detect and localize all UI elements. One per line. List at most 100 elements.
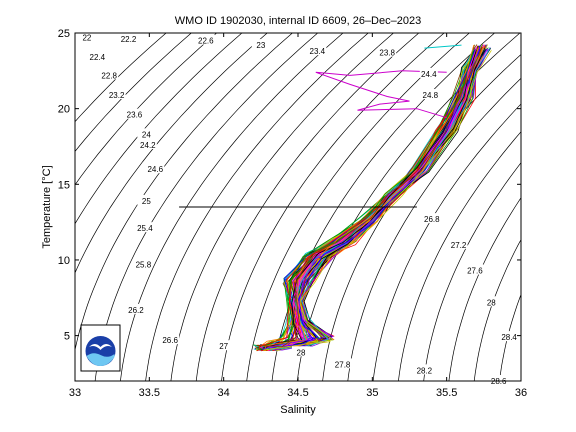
isopycnal-label-bg bbox=[100, 69, 119, 80]
profile-line bbox=[253, 44, 478, 349]
noaa-logo bbox=[80, 324, 121, 372]
isopycnal-label-bg bbox=[77, 31, 96, 42]
isopycnal-label-bg bbox=[88, 51, 107, 62]
isopycnal-label-bg bbox=[119, 33, 138, 44]
anomaly-lines bbox=[179, 44, 462, 208]
profile-line bbox=[256, 48, 479, 352]
isopycnal-label-bg bbox=[489, 375, 508, 385]
isopycnal-label: 26.6 bbox=[162, 336, 178, 345]
isopycnal-line bbox=[75, 33, 192, 152]
profile-line bbox=[267, 48, 481, 349]
isopycnal-label: 24.4 bbox=[421, 70, 437, 79]
isopycnal-label: 22.2 bbox=[121, 35, 137, 44]
isopycnal-label-bg bbox=[308, 45, 327, 56]
isopycnal-label: 27 bbox=[219, 342, 228, 351]
x-tick-label: 33 bbox=[69, 387, 81, 399]
isopycnal-label-bg bbox=[378, 46, 397, 57]
isopycnal-line bbox=[473, 238, 521, 381]
isopycnal-label: 28 bbox=[487, 298, 496, 307]
isopycnal-label-bg bbox=[291, 346, 310, 357]
isopycnal-label-bg bbox=[134, 258, 153, 269]
profile-line bbox=[253, 48, 480, 352]
isopycnal-label: 23.6 bbox=[127, 111, 143, 120]
profile-line bbox=[264, 47, 479, 351]
isopycnal-line bbox=[523, 18, 576, 411]
anomaly-line bbox=[315, 70, 447, 119]
isopycnal-line bbox=[296, 33, 521, 381]
isopycnal-label: 27.2 bbox=[451, 241, 467, 250]
isopycnal-line bbox=[347, 77, 521, 381]
isopycnal-label: 22.6 bbox=[198, 37, 214, 46]
y-tick-label: 25 bbox=[58, 28, 70, 40]
isopycnal-label-bg bbox=[196, 34, 215, 45]
y-tick-label: 20 bbox=[58, 104, 70, 116]
isopycnal-label: 24.2 bbox=[140, 141, 156, 150]
isopycnal-line bbox=[548, 18, 576, 411]
x-tick-label: 35.5 bbox=[436, 387, 457, 399]
isopycnal-label-bg bbox=[137, 194, 156, 205]
isopycnal-label-bg bbox=[138, 138, 157, 149]
isopycnal-label: 23.2 bbox=[109, 91, 125, 100]
profile-line bbox=[259, 44, 485, 351]
x-tick-label: 34.5 bbox=[287, 387, 308, 399]
isopycnal-label: 28.2 bbox=[417, 366, 433, 375]
isopycnal-label: 22 bbox=[82, 34, 91, 43]
isopycnal-line bbox=[75, 33, 167, 123]
isopycnal-label-bg bbox=[465, 264, 484, 275]
isopycnal-label: 27.8 bbox=[335, 360, 351, 369]
noaa-logo-gull bbox=[89, 344, 112, 350]
y-axis-label: Temperature [°C] bbox=[41, 165, 53, 248]
isopycnal-line bbox=[75, 33, 243, 225]
isopycnal-label-bg bbox=[482, 296, 501, 307]
isopycnal-label: 22.4 bbox=[90, 53, 106, 62]
isopycnal-label-bg bbox=[333, 358, 352, 369]
isopycnal-label-bg bbox=[422, 213, 441, 224]
isopycnal-label: 26.2 bbox=[128, 306, 144, 315]
noaa-logo-wave bbox=[86, 353, 115, 366]
isopycnal-label: 23 bbox=[256, 41, 265, 50]
y-tick-label: 15 bbox=[58, 179, 70, 191]
isopycnal-label: 28.4 bbox=[501, 333, 517, 342]
isopycnal-label-bg bbox=[419, 67, 438, 78]
isopycnal-label-bg bbox=[135, 222, 154, 233]
x-axis: 33 33.5 34 34.5 35 35.5 36 bbox=[69, 33, 527, 399]
isopycnal-line bbox=[246, 33, 470, 381]
isopycnal-line bbox=[195, 33, 420, 381]
isopycnal-line bbox=[120, 33, 344, 381]
isopycnal-label-bg bbox=[146, 163, 165, 174]
isopycnal-label: 26.8 bbox=[424, 215, 440, 224]
isopycnal-label: 24.6 bbox=[147, 165, 163, 174]
isopycnal-line bbox=[423, 162, 521, 381]
isopycnal-label-bg bbox=[251, 39, 270, 50]
isopycnal-line bbox=[499, 293, 521, 381]
profile-line bbox=[256, 46, 483, 348]
isopycnal-label: 23.8 bbox=[379, 49, 395, 58]
isopycnal-label: 28 bbox=[297, 348, 306, 357]
isopycnal-label-bg bbox=[449, 238, 468, 249]
x-axis-label: Salinity bbox=[280, 404, 316, 416]
isopycnal-line bbox=[75, 33, 268, 274]
y-axis: 5 10 15 20 25 bbox=[58, 28, 521, 343]
isopycnal-line bbox=[398, 131, 521, 381]
x-tick-label: 36 bbox=[515, 387, 527, 399]
x-tick-label: 33.5 bbox=[139, 387, 160, 399]
profile-line bbox=[261, 49, 486, 350]
isopycnal-label-bg bbox=[125, 108, 144, 119]
isopycnal-label-bg bbox=[415, 364, 434, 375]
isopycnal-label: 25.8 bbox=[136, 260, 152, 269]
profile-lines bbox=[252, 44, 492, 352]
y-tick-label: 10 bbox=[58, 255, 70, 267]
y-tick-label: 5 bbox=[64, 331, 70, 343]
isopycnal-line bbox=[170, 33, 395, 381]
x-tick-label: 35 bbox=[366, 387, 378, 399]
profile-line bbox=[263, 50, 492, 351]
isopycnal-line bbox=[322, 53, 521, 381]
isopycnal-line bbox=[145, 33, 369, 381]
isopycnal-label-bg bbox=[126, 303, 145, 314]
isopycnal-label: 27.6 bbox=[467, 267, 483, 276]
anomaly-line bbox=[424, 44, 462, 49]
chart-title: WMO ID 1902030, internal ID 6609, 26–Dec… bbox=[175, 15, 421, 27]
isopycnal-labels: 22 22.2 22.4 22.6 22.8 23 23.2 23.4 23.6 23.8 24 24… bbox=[77, 31, 519, 386]
x-tick-label: 34 bbox=[218, 387, 230, 399]
